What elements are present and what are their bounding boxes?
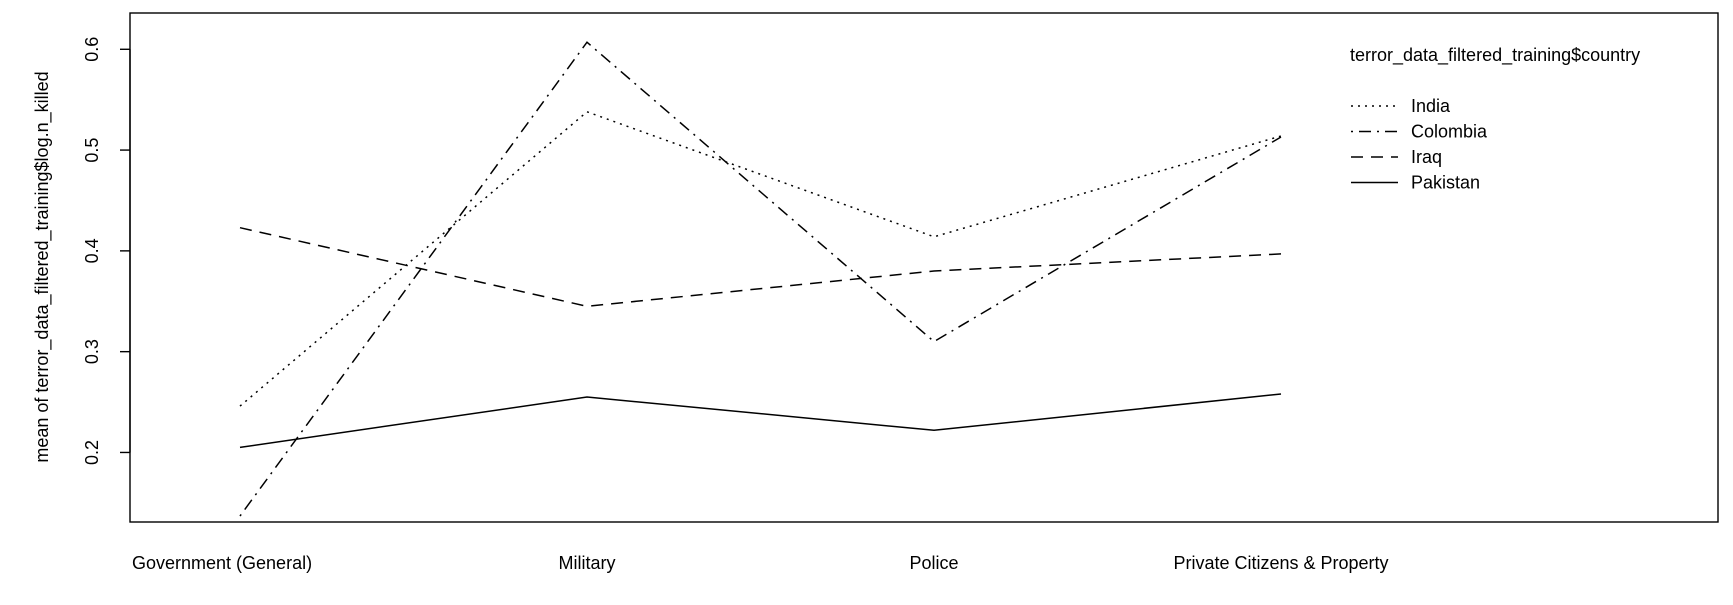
y-tick-label: 0.4: [82, 238, 102, 263]
y-tick-label: 0.2: [82, 440, 102, 465]
x-tick-label: Private Citizens & Property: [1173, 553, 1388, 573]
x-axis: Government (General) Military Police Privat…: [132, 553, 1389, 573]
series-line-iraq: [239, 226, 1282, 308]
x-tick-label: Military: [559, 553, 616, 573]
legend-title: terror_data_filtered_training$country: [1350, 45, 1640, 66]
legend: terror_data_filtered_training$country In…: [1350, 45, 1640, 193]
plot-frame: [129, 12, 1719, 523]
x-tick-label: Government (General): [132, 553, 312, 573]
y-tick-label: 0.6: [82, 37, 102, 62]
series-line-india: [239, 110, 1282, 407]
y-tick-label: 0.5: [82, 138, 102, 163]
series-line-colombia: [239, 41, 1282, 517]
x-tick-label: Police: [909, 553, 958, 573]
legend-label: India: [1411, 96, 1451, 116]
legend-label: Iraq: [1411, 147, 1442, 167]
y-axis-label: mean of terror_data_filtered_training$lo…: [32, 71, 53, 462]
series-line-pakistan: [239, 393, 1282, 449]
legend-label: Pakistan: [1411, 173, 1480, 193]
y-axis: 0.2 0.3 0.4 0.5 0.6: [82, 37, 131, 465]
y-tick-label: 0.3: [82, 339, 102, 364]
series-layer: [239, 41, 1282, 517]
legend-label: Colombia: [1411, 122, 1488, 142]
